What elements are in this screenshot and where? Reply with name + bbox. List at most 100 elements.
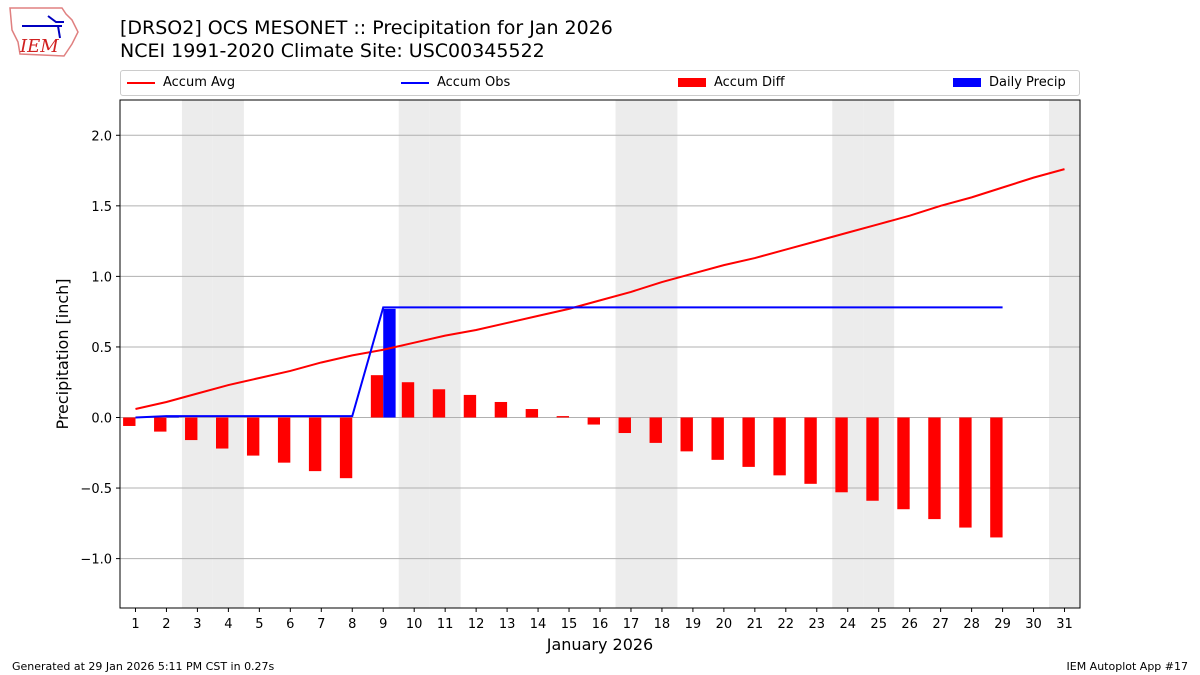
legend: Accum Avg Accum Obs Accum Diff Daily Pre… (120, 70, 1080, 96)
legend-label: Accum Avg (163, 75, 236, 90)
x-tick-label: 25 (870, 617, 887, 632)
legend-label: Accum Obs (437, 75, 511, 90)
accum-diff-bar (246, 417, 260, 456)
x-tick-label: 24 (839, 617, 856, 632)
generated-footer: Generated at 29 Jan 2026 5:11 PM CST in … (12, 660, 275, 673)
accum-diff-bar (587, 417, 600, 425)
weekend-shade (429, 100, 461, 608)
weekend-shade (646, 100, 678, 608)
legend-swatch (401, 81, 429, 84)
x-tick-label: 7 (317, 617, 325, 632)
x-tick-label: 30 (1025, 617, 1042, 632)
x-tick-label: 28 (963, 617, 980, 632)
legend-swatch (127, 81, 155, 84)
x-tick-label: 21 (747, 617, 764, 632)
iem-logo: IEM (9, 7, 79, 57)
legend-label: Daily Precip (989, 75, 1066, 90)
accum-diff-bar (804, 417, 817, 484)
x-tick-label: 29 (994, 617, 1011, 632)
y-tick-label: 0.0 (91, 412, 112, 427)
accum-diff-bar (154, 417, 167, 432)
accum-avg-line (135, 168, 1065, 411)
legend-daily-precip: Daily Precip (953, 75, 1066, 90)
accum-diff-bar (339, 417, 353, 479)
accum-diff-bar (649, 417, 662, 443)
accum-obs-line (135, 306, 1003, 419)
y-tick-label: −0.5 (80, 482, 112, 497)
accum-diff-bar (308, 417, 322, 472)
svg-text:IEM: IEM (19, 36, 59, 57)
accum-diff-bar (618, 417, 631, 434)
accum-diff-bar (123, 417, 136, 426)
weekend-shade (212, 100, 244, 608)
accum-diff-bar (773, 417, 786, 476)
plot-frame (119, 99, 1081, 609)
x-tick-label: 11 (437, 617, 454, 632)
x-tick-label: 20 (716, 617, 733, 632)
accum-diff-bar (680, 417, 693, 452)
chart-subtitle: NCEI 1991-2020 Climate Site: USC00345522 (120, 40, 545, 62)
y-tick-label: −1.0 (80, 553, 112, 568)
x-tick-label: 31 (1056, 617, 1073, 632)
daily-precip-bar (383, 308, 396, 418)
accum-diff-bar (432, 389, 446, 418)
y-tick-label: 0.5 (91, 341, 112, 356)
accum-diff-bar (835, 417, 848, 493)
accum-diff-bar (556, 416, 570, 418)
y-tick-label: 1.0 (91, 270, 112, 285)
x-tick-label: 14 (530, 617, 547, 632)
legend-swatch (953, 78, 981, 87)
accum-diff-bar (990, 417, 1003, 538)
x-tick-label: 6 (286, 617, 294, 632)
x-tick-label: 16 (592, 617, 609, 632)
x-tick-label: 9 (379, 617, 387, 632)
x-tick-label: 17 (623, 617, 640, 632)
weekend-shade (615, 100, 647, 608)
accum-diff-bar (897, 417, 910, 510)
app-footer: IEM Autoplot App #17 (1066, 660, 1189, 673)
accum-diff-bar (742, 417, 755, 467)
accum-diff-bar (494, 401, 508, 418)
accum-diff-bar (216, 417, 229, 449)
weekend-shade (398, 100, 430, 608)
x-tick-label: 19 (685, 617, 702, 632)
x-tick-label: 5 (255, 617, 263, 632)
accum-diff-bar (525, 409, 539, 418)
x-axis-label: January 2026 (546, 635, 653, 654)
accum-diff-bar (866, 417, 879, 501)
x-tick-label: 4 (224, 617, 232, 632)
y-tick-label: 1.5 (91, 200, 112, 215)
x-tick-label: 26 (901, 617, 918, 632)
legend-accum-diff: Accum Diff (678, 75, 785, 90)
accum-diff-bar (463, 394, 477, 418)
legend-accum-obs: Accum Obs (401, 75, 510, 90)
legend-swatch (678, 78, 706, 87)
weekend-shade (832, 100, 864, 608)
legend-label: Accum Diff (714, 75, 785, 90)
accum-diff-bar (959, 417, 972, 528)
accum-diff-bar (928, 417, 941, 520)
accum-diff-bar (401, 382, 415, 418)
weekend-shade (1049, 100, 1080, 608)
x-tick-label: 12 (468, 617, 485, 632)
legend-accum-avg: Accum Avg (127, 75, 235, 90)
x-tick-label: 27 (932, 617, 949, 632)
weekend-shade (863, 100, 895, 608)
weekend-shade (181, 100, 213, 608)
accum-diff-bar (185, 417, 198, 441)
x-tick-label: 13 (499, 617, 516, 632)
x-tick-label: 22 (778, 617, 795, 632)
x-tick-label: 3 (193, 617, 201, 632)
y-axis-label: Precipitation [inch] (53, 278, 72, 429)
x-tick-label: 23 (809, 617, 826, 632)
y-tick-label: 2.0 (91, 129, 112, 144)
x-tick-label: 8 (348, 617, 356, 632)
x-tick-label: 1 (131, 617, 139, 632)
x-tick-label: 10 (406, 617, 423, 632)
accum-diff-bar (370, 375, 384, 418)
chart-title: [DRSO2] OCS MESONET :: Precipitation for… (120, 17, 613, 39)
accum-diff-bar (711, 417, 724, 460)
x-tick-label: 2 (162, 617, 170, 632)
accum-diff-bar (277, 417, 291, 463)
